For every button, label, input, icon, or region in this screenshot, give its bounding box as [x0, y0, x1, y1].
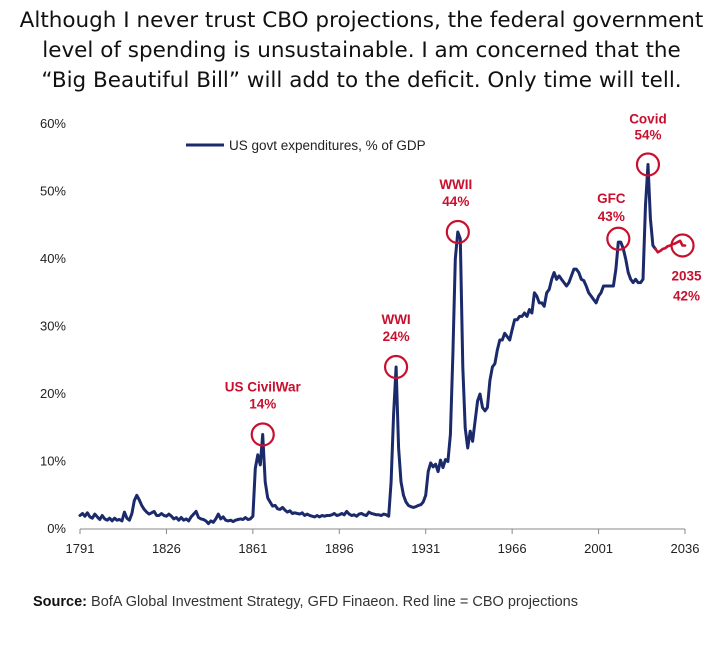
caption: Although I never trust CBO projections, … [0, 6, 723, 96]
series-line-cbo-projection [654, 239, 687, 254]
x-tick-label: 2001 [584, 541, 613, 556]
y-tick-label: 10% [40, 454, 66, 469]
annotation-circle [383, 354, 409, 380]
annotation-value: 44% [442, 194, 469, 209]
annotation-value: 14% [249, 397, 276, 412]
caption-line: Although I never trust CBO projections, … [19, 8, 704, 33]
annotation-circle [635, 152, 661, 177]
series-lines [78, 163, 687, 526]
source-label: Source: [33, 594, 87, 610]
annotation-circle [606, 226, 631, 251]
x-tick-label: 1861 [238, 541, 267, 556]
caption-line: level of spending is unsustainable. I am… [42, 38, 681, 63]
x-tick-label: 1896 [325, 541, 354, 556]
source-text: BofA Global Investment Strategy, GFD Fin… [87, 594, 578, 610]
annotation-label: US CivilWar [225, 380, 302, 395]
x-tick-label: 1931 [411, 541, 440, 556]
y-tick-label: 30% [40, 319, 66, 334]
y-tick-label: 60% [40, 116, 66, 131]
x-tick-label: 2036 [671, 541, 700, 556]
annotation-value: 24% [383, 329, 410, 344]
annotation-label: 2035 [672, 269, 703, 284]
y-tick-label: 20% [40, 386, 66, 401]
annotation-value: 42% [673, 289, 700, 304]
legend: US govt expenditures, % of GDP [186, 138, 426, 153]
annotation-label: WWI [381, 312, 410, 327]
annotations: US CivilWar 14% WWI 24% WWII 44% GFC 43% Covid54… [225, 112, 703, 447]
annotation-label: Covid [629, 112, 667, 127]
x-tick-label: 1966 [498, 541, 527, 556]
x-axis: 1791 1826 1861 1896 1931 1966 2001 2036 [66, 528, 700, 556]
annotation-value: 54% [634, 128, 661, 143]
x-tick-label: 1791 [66, 541, 95, 556]
caption-line: “Big Beautiful Bill” will add to the def… [41, 68, 682, 93]
annotation-label: GFC [597, 191, 626, 206]
y-tick-label: 40% [40, 251, 66, 266]
annotation-value: 43% [598, 209, 625, 224]
x-tick-label: 1826 [152, 541, 181, 556]
annotation-circle [445, 219, 470, 245]
annotation-label: WWII [439, 177, 472, 192]
annotation-circle [250, 422, 275, 447]
y-axis-ticks: 0% 10% 20% 30% 40% 50% 60% [40, 116, 66, 536]
series-line-expenditures [78, 163, 657, 526]
annotation-circle [670, 233, 695, 258]
y-tick-label: 50% [40, 184, 66, 199]
source-note: Source: BofA Global Investment Strategy,… [33, 594, 578, 610]
y-tick-label: 0% [47, 521, 66, 536]
legend-label: US govt expenditures, % of GDP [229, 138, 426, 153]
